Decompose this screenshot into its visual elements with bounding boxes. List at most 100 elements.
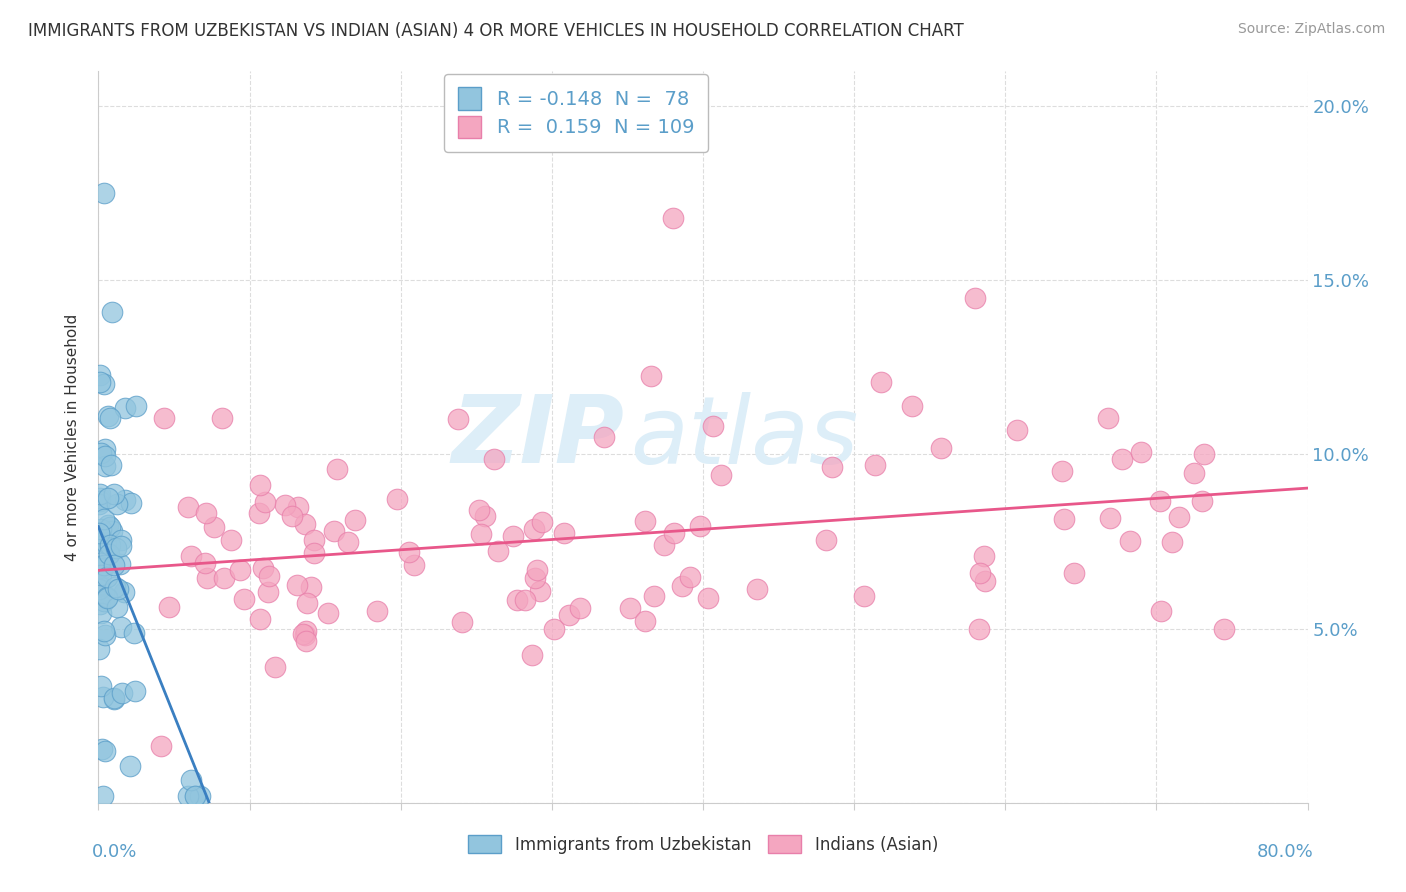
Point	[529, 583, 551, 598]
Point	[1194, 447, 1216, 461]
Point	[929, 441, 952, 455]
Legend: Immigrants from Uzbekistan, Indians (Asian): Immigrants from Uzbekistan, Indians (Asi…	[461, 829, 945, 860]
Point	[87, 582, 110, 596]
Point	[202, 520, 225, 534]
Point	[814, 533, 837, 547]
Point	[679, 570, 702, 584]
Point	[188, 789, 211, 803]
Text: IMMIGRANTS FROM UZBEKISTAN VS INDIAN (ASIAN) 4 OR MORE VEHICLES IN HOUSEHOLD COR: IMMIGRANTS FROM UZBEKISTAN VS INDIAN (AS…	[28, 22, 965, 40]
Point	[93, 376, 115, 391]
Point	[1191, 493, 1213, 508]
Point	[219, 533, 242, 548]
Point	[96, 590, 118, 604]
Point	[176, 500, 198, 514]
Point	[520, 648, 543, 662]
Point	[114, 493, 136, 508]
Point	[177, 789, 200, 803]
Point	[233, 591, 256, 606]
Point	[264, 660, 287, 674]
Point	[180, 772, 202, 787]
Point	[105, 497, 128, 511]
Point	[97, 517, 120, 532]
Point	[184, 789, 207, 803]
Point	[96, 569, 118, 583]
Point	[385, 491, 408, 506]
Point	[89, 578, 111, 592]
Point	[90, 523, 112, 537]
Point	[745, 582, 768, 596]
Point	[710, 468, 733, 483]
Point	[652, 537, 675, 551]
Point	[149, 739, 172, 754]
Point	[1098, 511, 1121, 525]
Point	[110, 533, 132, 548]
Point	[634, 514, 657, 528]
Point	[482, 451, 505, 466]
Point	[110, 539, 132, 553]
Point	[619, 601, 641, 615]
Point	[103, 690, 125, 705]
Point	[702, 419, 724, 434]
Point	[100, 458, 122, 472]
Point	[211, 411, 233, 425]
Point	[295, 595, 318, 609]
Text: atlas: atlas	[630, 392, 859, 483]
Point	[101, 304, 124, 318]
Point	[93, 558, 115, 573]
Point	[558, 607, 581, 622]
Point	[502, 529, 524, 543]
Point	[1129, 444, 1152, 458]
Point	[212, 570, 235, 584]
Point	[89, 368, 111, 383]
Point	[89, 375, 111, 389]
Point	[820, 460, 842, 475]
Point	[294, 628, 316, 642]
Point	[94, 442, 117, 456]
Point	[93, 512, 115, 526]
Point	[90, 742, 112, 756]
Point	[114, 401, 136, 415]
Point	[1119, 534, 1142, 549]
Point	[87, 578, 110, 592]
Point	[108, 557, 131, 571]
Point	[973, 574, 995, 588]
Point	[295, 624, 318, 638]
Point	[93, 624, 115, 638]
Point	[91, 789, 114, 803]
Point	[302, 545, 325, 559]
Point	[249, 612, 271, 626]
Point	[634, 615, 657, 629]
Point	[98, 538, 121, 552]
Point	[664, 526, 686, 541]
Point	[104, 541, 127, 556]
Point	[89, 597, 111, 611]
Point	[323, 524, 346, 539]
Point	[402, 558, 425, 572]
Point	[89, 494, 111, 508]
Point	[89, 559, 111, 574]
Point	[120, 759, 142, 773]
Point	[291, 627, 314, 641]
Point	[863, 458, 886, 473]
Point	[87, 525, 110, 540]
Point	[643, 589, 665, 603]
Point	[1097, 411, 1119, 425]
Point	[89, 561, 111, 575]
Point	[671, 579, 693, 593]
Point	[87, 533, 110, 548]
Point	[302, 533, 325, 547]
Point	[446, 412, 468, 426]
Point	[468, 503, 491, 517]
Point	[285, 578, 308, 592]
Point	[98, 411, 121, 425]
Point	[506, 593, 529, 607]
Point	[965, 291, 987, 305]
Point	[253, 494, 276, 508]
Point	[249, 478, 271, 492]
Point	[103, 558, 125, 572]
Point	[112, 585, 135, 599]
Point	[569, 600, 592, 615]
Point	[125, 400, 148, 414]
Point	[281, 508, 304, 523]
Point	[526, 563, 548, 577]
